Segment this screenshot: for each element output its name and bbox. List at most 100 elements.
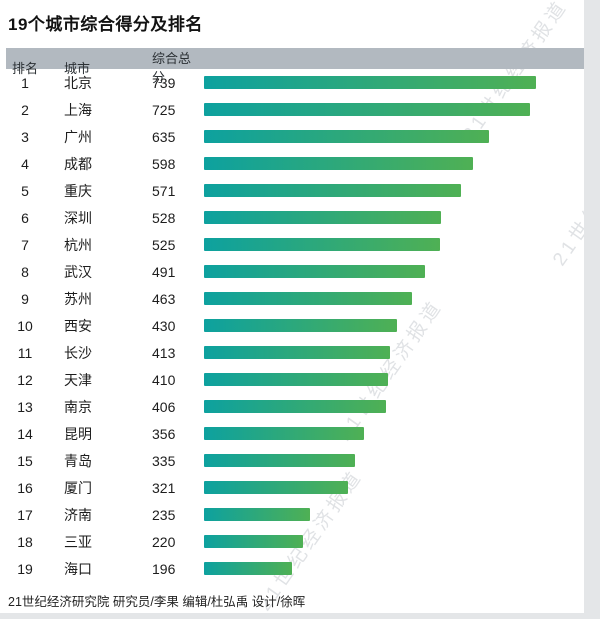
score-cell: 598 — [152, 155, 176, 172]
city-cell: 厦门 — [64, 479, 92, 496]
rank-cell: 13 — [17, 398, 33, 415]
bar-track — [196, 373, 584, 386]
rank-cell: 10 — [17, 317, 33, 334]
city-cell: 深圳 — [64, 209, 92, 226]
score-cell: 525 — [152, 236, 176, 253]
score-bar — [204, 481, 349, 494]
rank-cell: 5 — [21, 182, 29, 199]
city-cell: 青岛 — [64, 452, 92, 469]
rank-cell: 1 — [21, 74, 29, 91]
bar-track — [196, 76, 584, 89]
city-cell: 西安 — [64, 317, 92, 334]
score-bar — [204, 265, 425, 278]
bar-track — [196, 130, 584, 143]
score-bar — [204, 103, 530, 116]
table-row: 19 海口 196 — [6, 555, 584, 582]
table-row: 6 深圳 528 — [6, 204, 584, 231]
rank-cell: 12 — [17, 371, 33, 388]
score-bar — [204, 238, 440, 251]
city-cell: 南京 — [64, 398, 92, 415]
bar-track — [196, 535, 584, 548]
credits-footer: 21世纪经济研究院 研究员/李果 编辑/杜弘禹 设计/徐晖 — [8, 595, 306, 609]
city-cell: 广州 — [64, 128, 92, 145]
score-bar — [204, 346, 390, 359]
bar-track — [196, 454, 584, 467]
bar-track — [196, 508, 584, 521]
table-row: 4 成都 598 — [6, 150, 584, 177]
rank-cell: 18 — [17, 533, 33, 550]
score-bar — [204, 292, 412, 305]
rank-cell: 19 — [17, 560, 33, 577]
rank-cell: 14 — [17, 425, 33, 442]
score-cell: 356 — [152, 425, 176, 442]
score-cell: 739 — [152, 74, 176, 91]
bar-track — [196, 292, 584, 305]
score-bar — [204, 454, 355, 467]
bar-track — [196, 346, 584, 359]
bar-track — [196, 238, 584, 251]
rank-cell: 15 — [17, 452, 33, 469]
page-background-bottom — [0, 613, 600, 619]
score-cell: 406 — [152, 398, 176, 415]
column-header-rank: 排名 — [11, 60, 38, 76]
score-cell: 725 — [152, 101, 176, 118]
city-cell: 海口 — [64, 560, 92, 577]
rank-cell: 17 — [17, 506, 33, 523]
score-bar — [204, 211, 442, 224]
score-bar — [204, 427, 364, 440]
city-cell: 昆明 — [64, 425, 92, 442]
score-cell: 220 — [152, 533, 176, 550]
score-cell: 196 — [152, 560, 176, 577]
score-cell: 410 — [152, 371, 176, 388]
page-title: 19个城市综合得分及排名 — [8, 15, 203, 34]
city-cell: 长沙 — [64, 344, 92, 361]
score-bar — [204, 184, 461, 197]
score-bar — [204, 130, 490, 143]
table-row: 18 三亚 220 — [6, 528, 584, 555]
bar-track — [196, 562, 584, 575]
city-cell: 三亚 — [64, 533, 92, 550]
score-cell: 463 — [152, 290, 176, 307]
infographic: 19个城市综合得分及排名 排名 城市 综合总分 1 北京 739 2 上海 725 3 广州 6… — [6, 15, 584, 609]
score-cell: 413 — [152, 344, 176, 361]
score-bar — [204, 508, 310, 521]
bar-track — [196, 427, 584, 440]
table-row: 13 南京 406 — [6, 393, 584, 420]
city-cell: 杭州 — [64, 236, 92, 253]
score-cell: 430 — [152, 317, 176, 334]
rank-cell: 2 — [21, 101, 29, 118]
rank-cell: 16 — [17, 479, 33, 496]
column-header-city: 城市 — [64, 60, 91, 76]
score-bar — [204, 157, 473, 170]
table-row: 1 北京 739 — [6, 69, 584, 96]
table-row: 7 杭州 525 — [6, 231, 584, 258]
rank-cell: 3 — [21, 128, 29, 145]
city-cell: 济南 — [64, 506, 92, 523]
bar-track — [196, 319, 584, 332]
score-bar — [204, 76, 536, 89]
bar-track — [196, 265, 584, 278]
score-bar — [204, 319, 398, 332]
city-cell: 苏州 — [64, 290, 92, 307]
city-cell: 北京 — [64, 74, 92, 91]
score-cell: 635 — [152, 128, 176, 145]
rank-cell: 8 — [21, 263, 29, 280]
rank-cell: 9 — [21, 290, 29, 307]
bar-track — [196, 400, 584, 413]
table-row: 14 昆明 356 — [6, 420, 584, 447]
score-cell: 235 — [152, 506, 176, 523]
table-row: 10 西安 430 — [6, 312, 584, 339]
table-row: 15 青岛 335 — [6, 447, 584, 474]
table-header-row: 排名 城市 综合总分 — [6, 48, 584, 85]
bar-track — [196, 481, 584, 494]
bar-track — [196, 184, 584, 197]
score-bar — [204, 373, 389, 386]
table-row: 9 苏州 463 — [6, 285, 584, 312]
table-row: 16 厦门 321 — [6, 474, 584, 501]
score-bar — [204, 562, 293, 575]
rank-cell: 7 — [21, 236, 29, 253]
score-cell: 491 — [152, 263, 176, 280]
table-row: 5 重庆 571 — [6, 177, 584, 204]
table-row: 12 天津 410 — [6, 366, 584, 393]
bar-track — [196, 211, 584, 224]
